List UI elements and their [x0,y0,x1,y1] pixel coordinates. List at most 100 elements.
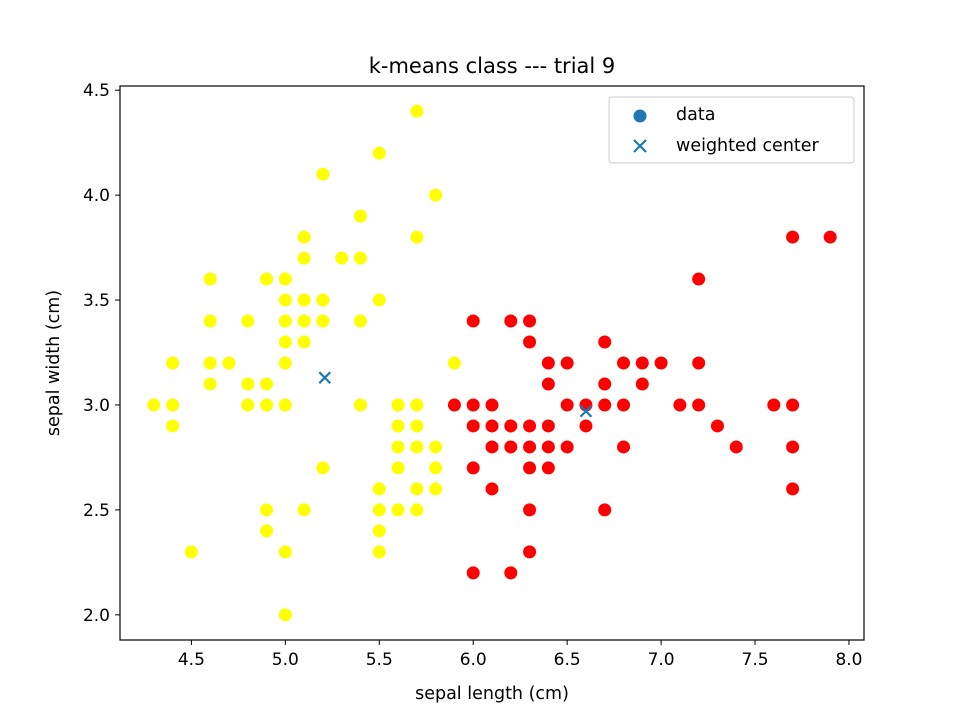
legend-center-marker [633,139,647,153]
data-point [466,419,480,433]
data-point [523,335,537,349]
data-point [617,440,631,454]
data-point [617,398,631,412]
data-point [335,251,349,265]
data-point [260,272,274,286]
data-point [617,356,631,370]
x-tick-label: 8.0 [835,650,862,670]
data-point [635,356,649,370]
x-tick-label: 5.5 [366,650,393,670]
x-tick-label: 4.5 [178,650,205,670]
plot-area [119,85,865,641]
data-point [166,419,180,433]
x-tick-label: 6.5 [554,650,581,670]
data-point [710,419,724,433]
data-point [635,377,649,391]
data-point [504,566,518,580]
data-point [767,398,781,412]
data-point [260,503,274,517]
data-point [560,440,574,454]
data-point [447,356,461,370]
x-axis-ticks: 4.5 5.0 5.5 6.0 6.5 7.0 7.5 8.0 [178,640,862,670]
data-point [316,461,330,475]
data-point [278,314,292,328]
data-point [372,503,386,517]
x-tick-label: 7.5 [742,650,769,670]
y-axis-ticks: 2.0 2.5 3.0 3.5 4.0 4.5 [83,81,120,626]
data-point [504,419,518,433]
data-point [466,398,480,412]
data-point [823,230,837,244]
data-point [316,167,330,181]
data-point [372,524,386,538]
legend: data weighted center [608,96,855,164]
data-point [278,335,292,349]
y-axis-label: sepal width (cm) [44,290,64,436]
data-point [260,398,274,412]
data-point [278,293,292,307]
data-point [598,503,612,517]
data-point [673,398,687,412]
data-point [278,608,292,622]
data-point [241,377,255,391]
data-point [786,230,800,244]
data-point [203,377,217,391]
data-point [166,356,180,370]
data-point [466,566,480,580]
data-point [485,419,499,433]
y-tick-label: 2.0 [83,606,110,626]
data-point [504,314,518,328]
data-point [278,398,292,412]
data-point [391,398,405,412]
data-point [541,377,555,391]
data-point [485,440,499,454]
data-point [316,314,330,328]
data-point [391,461,405,475]
data-point [523,314,537,328]
legend-label-weighted-center: weighted center [676,136,820,156]
data-point [297,293,311,307]
data-point [410,398,424,412]
data-point [523,461,537,475]
data-point [372,545,386,559]
y-tick-label: 3.0 [83,396,110,416]
data-point [297,314,311,328]
data-point [278,356,292,370]
data-point [485,482,499,496]
data-point [241,398,255,412]
x-axis-label: sepal length (cm) [415,684,569,704]
data-point [692,356,706,370]
data-point [560,398,574,412]
data-point [278,272,292,286]
data-point [410,482,424,496]
data-point [786,398,800,412]
data-point [260,377,274,391]
data-point [654,356,668,370]
weighted-center-marker [579,404,593,418]
data-point [391,440,405,454]
data-point [504,440,518,454]
data-point [203,272,217,286]
data-point [203,356,217,370]
data-point [278,545,292,559]
data-point [410,230,424,244]
data-point [429,461,443,475]
data-point [410,104,424,118]
data-point [692,398,706,412]
data-point [203,314,217,328]
legend-box [608,96,855,164]
legend-label-data: data [676,105,715,125]
data-points [147,104,837,622]
data-point [786,482,800,496]
data-point [316,293,330,307]
x-tick-label: 5.0 [272,650,299,670]
data-point [692,272,706,286]
data-point [523,440,537,454]
data-point [429,440,443,454]
data-point [523,545,537,559]
data-point [579,398,593,412]
data-point [241,314,255,328]
y-tick-label: 2.5 [83,501,110,521]
data-point [410,440,424,454]
